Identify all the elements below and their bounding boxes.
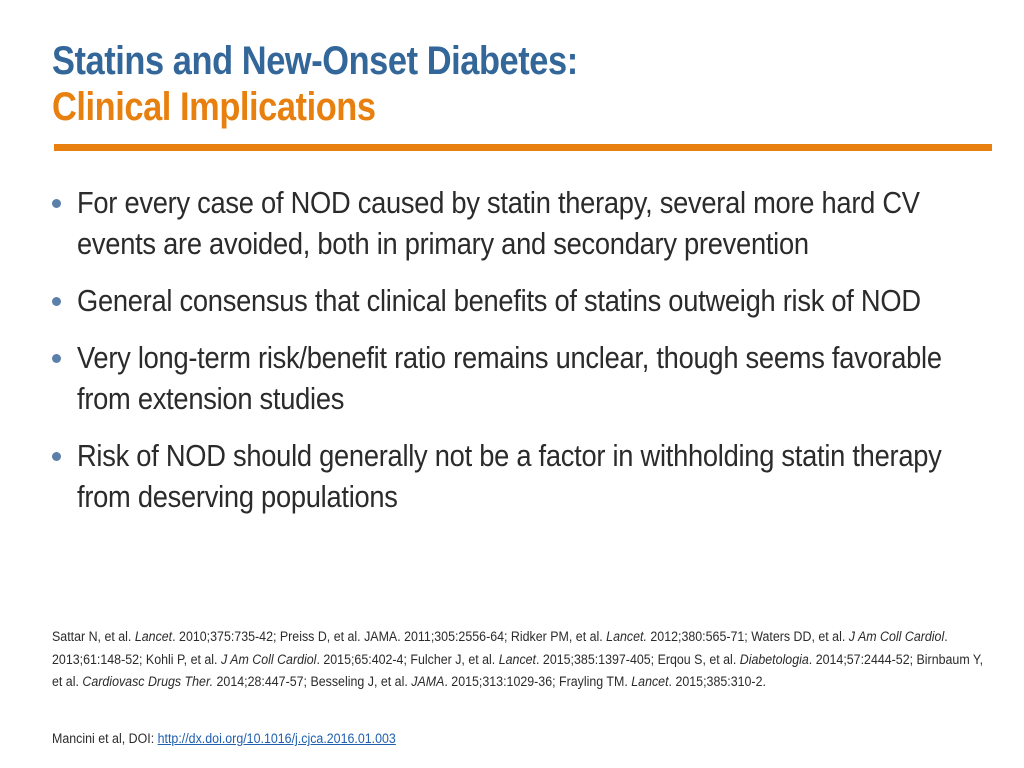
- bullet-item: Risk of NOD should generally not be a fa…: [52, 435, 992, 517]
- slide-title: Statins and New-Onset Diabetes: Clinical…: [52, 38, 663, 130]
- references: Sattar N, et al. Lancet. 2010;375:735-42…: [52, 626, 987, 694]
- journal-name: J Am Coll Cardiol: [848, 629, 945, 644]
- title-divider: [54, 144, 992, 151]
- journal-name: Lancet: [498, 651, 537, 667]
- reference-text: . 2015;313:1029-36; Frayling TM.: [444, 674, 632, 689]
- bullet-text: Risk of NOD should generally not be a fa…: [77, 438, 942, 514]
- title-line-1: Statins and New-Onset Diabetes:: [52, 39, 578, 83]
- bullet-item: Very long-term risk/benefit ratio remain…: [52, 337, 992, 419]
- source-prefix: Mancini et al, DOI:: [52, 731, 158, 746]
- bullet-list: For every case of NOD caused by statin t…: [52, 182, 992, 533]
- bullet-dot-icon: [52, 452, 61, 461]
- bullet-item: For every case of NOD caused by statin t…: [52, 182, 992, 264]
- reference-text: . 2015;385:310-2.: [668, 674, 766, 689]
- journal-name: JAMA: [411, 674, 445, 689]
- journal-name: Lancet.: [606, 629, 647, 644]
- journal-name: Diabetologia: [739, 651, 809, 667]
- bullet-text: For every case of NOD caused by statin t…: [77, 185, 920, 261]
- source-citation: Mancini et al, DOI: http://dx.doi.org/10…: [52, 729, 426, 749]
- journal-name: Lancet: [134, 629, 173, 644]
- reference-text: . 2015;65:402-4; Fulcher J, et al.: [316, 651, 499, 667]
- journal-name: J Am Coll Cardiol: [220, 651, 317, 667]
- reference-text: . 2010;375:735-42; Preiss D, et al. JAMA…: [172, 629, 607, 644]
- reference-text: . 2014;57:2444-52; Birnbaum Y, et al.: [52, 651, 984, 690]
- reference-text: . 2015;385:1397-405; Erqou S, et al.: [536, 651, 740, 667]
- title-line-2: Clinical Implications: [52, 85, 376, 129]
- bullet-dot-icon: [52, 297, 61, 306]
- doi-link[interactable]: http://dx.doi.org/10.1016/j.cjca.2016.01…: [157, 731, 396, 746]
- reference-text: Sattar N, et al.: [52, 629, 135, 644]
- reference-text: . 2013;61:148-52; Kohli P, et al.: [52, 629, 948, 667]
- journal-name: Lancet: [631, 674, 669, 689]
- reference-text: 2014;28:447-57; Besseling J, et al.: [213, 674, 412, 689]
- reference-text: 2012;380:565-71; Waters DD, et al.: [646, 629, 849, 644]
- journal-name: Cardiovasc Drugs Ther.: [82, 674, 214, 689]
- bullet-text: General consensus that clinical benefits…: [77, 283, 921, 318]
- bullet-dot-icon: [52, 199, 61, 208]
- bullet-item: General consensus that clinical benefits…: [52, 280, 992, 321]
- bullet-text: Very long-term risk/benefit ratio remain…: [77, 340, 942, 416]
- bullet-dot-icon: [52, 354, 61, 363]
